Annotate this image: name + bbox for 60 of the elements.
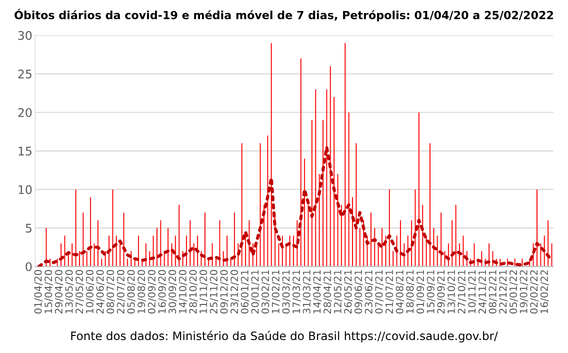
x-tick-label: 09/06/21 [354, 270, 363, 314]
x-tick-label: 01/09/21 [416, 270, 425, 314]
x-tick-label: 10/11/21 [468, 270, 476, 314]
x-tick-label: 14/04/21 [313, 270, 322, 314]
x-tick-label: 08/07/20 [106, 270, 115, 314]
x-tick-label: 13/05/20 [65, 270, 74, 314]
x-tick-label: 16/09/20 [158, 270, 167, 314]
x-tick-label: 24/11/21 [478, 270, 487, 314]
y-tick-label: 5 [26, 224, 32, 233]
x-tick-label: 18/08/21 [406, 270, 414, 314]
y-tick-label: 0 [26, 262, 32, 272]
x-tick-label: 15/04/20 [44, 270, 53, 314]
x-tick-label: 14/10/20 [178, 270, 188, 314]
x-tick-label: 15/09/21 [426, 270, 436, 314]
x-tick-label: 04/08/21 [396, 270, 404, 314]
source-note: Fonte dos dados: Ministério da Saúde do Brasil https://covid.saude.gov.br/ [71, 330, 498, 342]
x-tick-label: 30/09/20 [168, 270, 177, 314]
chart-title: Óbitos diários da covid-19 e média móvel de 7 dias, Petrópolis: 01/04/20 a 25/02/2022 [14, 8, 554, 22]
x-tick-label: 17/02/21 [272, 270, 280, 314]
x-tick-label: 29/09/21 [437, 270, 446, 314]
x-tick-label: 02/09/20 [148, 270, 156, 314]
x-tick-label: 03/02/21 [262, 270, 270, 314]
x-tick-label: 16/02/22 [540, 270, 549, 314]
y-tick-label: 20 [18, 108, 32, 118]
x-tick-label: 27/10/21 [458, 270, 466, 314]
x-tick-label: 12/05/21 [334, 270, 342, 314]
x-tick-label: 21/07/21 [385, 270, 394, 314]
x-tick-label: 20/01/21 [251, 270, 260, 314]
x-tick-label: 13/10/21 [447, 270, 456, 314]
x-tick-label: 02/02/22 [530, 270, 538, 314]
x-tick-label: 10/06/20 [86, 270, 94, 314]
x-tick-label: 22/12/21 [499, 270, 508, 314]
x-tick-label: 28/04/21 [324, 270, 332, 314]
x-tick-label: 17/03/21 [292, 270, 301, 314]
x-tick-label: 01/04/20 [34, 270, 43, 314]
x-tick-label: 19/08/20 [138, 270, 146, 314]
x-tick-label: 03/03/21 [282, 270, 291, 314]
x-tick-label: 23/06/21 [364, 270, 374, 314]
line-series [37, 146, 554, 267]
y-tick-label: 15 [18, 146, 32, 156]
x-tick-label: 09/12/20 [220, 270, 229, 314]
y-tick-label: 10 [18, 185, 32, 194]
x-tick-label: 08/12/21 [488, 270, 498, 314]
x-tick-label: 24/06/20 [96, 270, 105, 314]
x-tick-label: 19/01/22 [520, 270, 528, 314]
y-tick-label: 30 [18, 31, 32, 40]
x-tick-label: 25/11/20 [210, 270, 218, 314]
x-tick-label: 06/01/21 [240, 270, 250, 314]
x-tick-label: 29/04/20 [54, 270, 64, 314]
x-tick-label: 31/03/21 [302, 270, 312, 314]
x-tick-label: 11/11/20 [200, 270, 208, 314]
x-tick-label: 28/10/20 [189, 270, 198, 314]
x-tick-label: 23/12/20 [230, 270, 239, 314]
x-tick-label: 05/08/20 [127, 270, 136, 314]
x-tick-label: 22/07/20 [116, 270, 126, 314]
y-tick-label: 25 [18, 70, 32, 78]
x-tick-label: 26/05/21 [344, 270, 353, 314]
x-tick-label: 07/07/21 [375, 270, 384, 314]
x-tick-label: 05/01/22 [509, 270, 518, 314]
x-tick-label: 27/05/20 [76, 270, 84, 314]
